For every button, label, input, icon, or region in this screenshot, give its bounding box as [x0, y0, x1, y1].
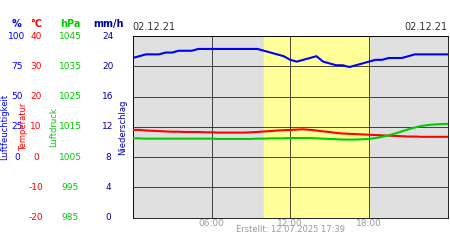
Bar: [264, 36, 369, 218]
Text: 1015: 1015: [58, 122, 81, 132]
Text: 20: 20: [102, 62, 114, 71]
Text: Luftfeuchtigkeit: Luftfeuchtigkeit: [0, 94, 9, 160]
Text: 02.12.21: 02.12.21: [133, 22, 176, 32]
Text: 1035: 1035: [58, 62, 81, 71]
Text: Temperatur: Temperatur: [19, 103, 28, 151]
Text: 995: 995: [61, 183, 79, 192]
Text: 50: 50: [11, 92, 23, 101]
Text: 24: 24: [103, 32, 113, 41]
Text: 40: 40: [30, 32, 42, 41]
Text: 1005: 1005: [58, 152, 81, 162]
Text: 30: 30: [30, 62, 42, 71]
Text: 0: 0: [14, 152, 20, 162]
Text: 12: 12: [102, 122, 114, 132]
Text: -20: -20: [29, 213, 43, 222]
Text: Luftdruck: Luftdruck: [50, 107, 58, 147]
Text: 75: 75: [11, 62, 23, 71]
Text: 0: 0: [33, 152, 39, 162]
Text: mm/h: mm/h: [93, 19, 123, 29]
Text: hPa: hPa: [60, 19, 80, 29]
Text: °C: °C: [30, 19, 42, 29]
Text: 25: 25: [11, 122, 22, 132]
Text: 8: 8: [105, 152, 111, 162]
Text: 10: 10: [30, 122, 42, 132]
Text: Erstellt: 12.07.2025 17:39: Erstellt: 12.07.2025 17:39: [236, 226, 345, 234]
Text: 0: 0: [105, 213, 111, 222]
Text: 100: 100: [9, 32, 26, 41]
Text: Niederschlag: Niederschlag: [118, 99, 127, 154]
Text: 985: 985: [61, 213, 79, 222]
Text: %: %: [12, 19, 22, 29]
Text: 1045: 1045: [58, 32, 81, 41]
Text: 4: 4: [105, 183, 111, 192]
Text: 16: 16: [102, 92, 114, 101]
Text: 20: 20: [30, 92, 42, 101]
Text: 02.12.21: 02.12.21: [405, 22, 448, 32]
Text: 1025: 1025: [58, 92, 81, 101]
Text: -10: -10: [29, 183, 43, 192]
